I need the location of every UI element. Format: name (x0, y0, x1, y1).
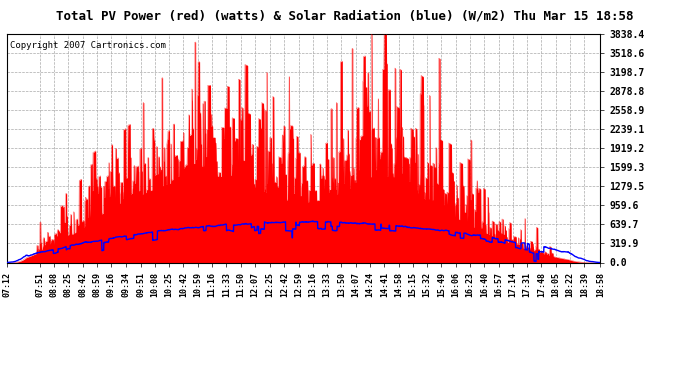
Text: Total PV Power (red) (watts) & Solar Radiation (blue) (W/m2) Thu Mar 15 18:58: Total PV Power (red) (watts) & Solar Rad… (57, 9, 633, 22)
Text: Copyright 2007 Cartronics.com: Copyright 2007 Cartronics.com (10, 40, 166, 50)
